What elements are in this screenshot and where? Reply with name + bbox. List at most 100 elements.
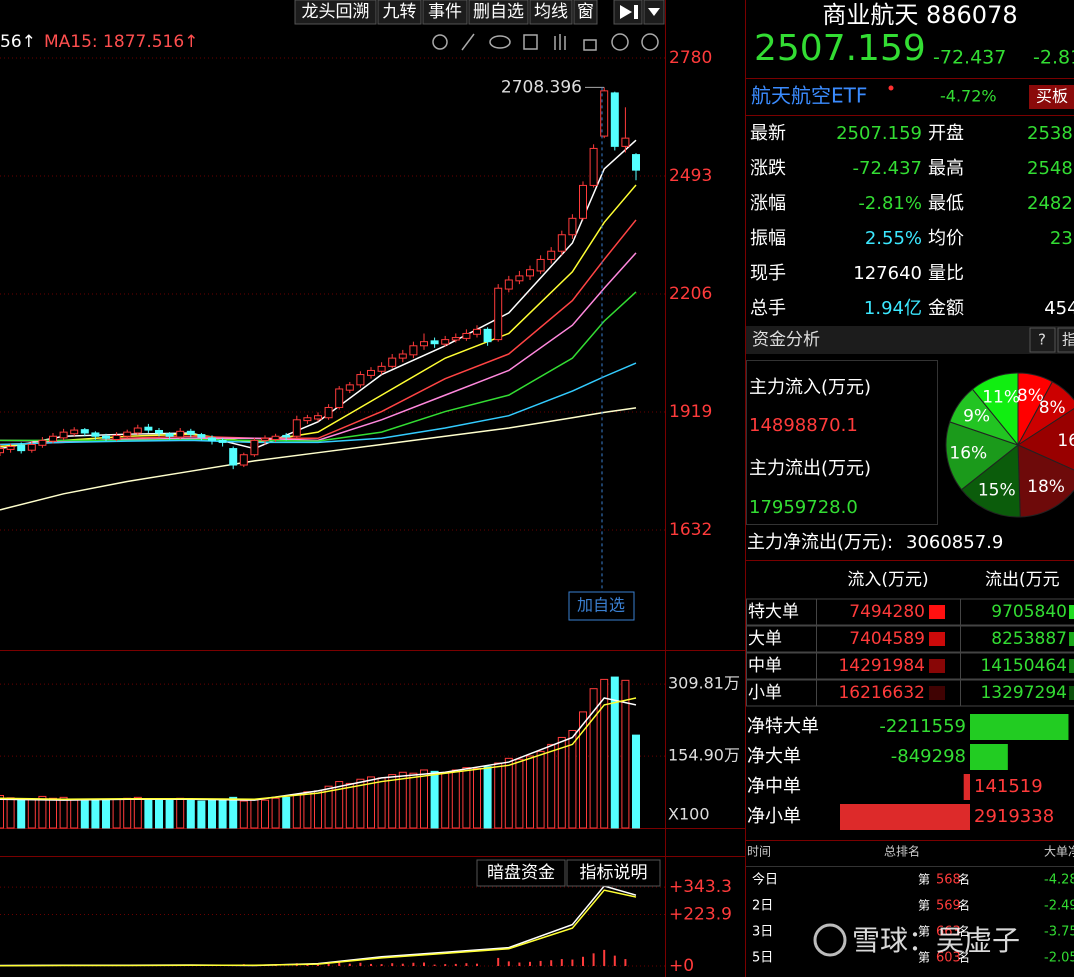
toolbar-label[interactable]: 均线 — [534, 2, 568, 22]
candle-body — [526, 269, 534, 277]
toolbar-button[interactable] — [573, 0, 598, 25]
volume-bar — [271, 797, 280, 829]
volume-bar — [70, 799, 79, 829]
candle-body — [367, 369, 375, 376]
toolbar-button[interactable] — [468, 0, 529, 25]
volume-bar — [38, 795, 47, 829]
volume-bar — [0, 794, 4, 829]
quote-label: 现手 — [750, 263, 786, 284]
change-pct: -2.81 — [1033, 47, 1074, 69]
rank-pct: -2.05 — [1044, 951, 1074, 966]
etf-dot — [888, 85, 894, 91]
volume-bar — [6, 797, 15, 829]
net-bar — [970, 744, 1008, 770]
cell-border — [960, 652, 1074, 680]
pie-label: 8% — [1017, 386, 1044, 406]
order-in: 7404589 — [849, 629, 925, 649]
volume-bar — [155, 798, 163, 829]
indicator-tick-label: +343.3 — [669, 877, 732, 897]
volume-bar — [356, 778, 365, 829]
candle-body — [632, 154, 640, 171]
pie-slice — [960, 443, 1021, 518]
candle-body — [557, 234, 566, 252]
help-button[interactable] — [1029, 327, 1056, 353]
icon[interactable] — [554, 34, 566, 50]
rank-prefix: 第 — [918, 951, 930, 965]
indicator-button[interactable] — [476, 859, 566, 887]
quote-value: 2.55% — [865, 228, 922, 249]
orders-header: 流入(万元) — [847, 570, 928, 590]
indicator-button-label[interactable]: 暗盘资金 — [487, 863, 555, 883]
toolbar-button[interactable] — [422, 0, 468, 25]
more-button[interactable] — [1057, 327, 1074, 353]
icon[interactable] — [489, 35, 511, 49]
icon[interactable] — [461, 33, 475, 51]
icon[interactable] — [432, 34, 448, 50]
icon[interactable] — [583, 39, 597, 51]
indicator-tick-label: +0 — [669, 956, 694, 976]
toolbar-button[interactable] — [377, 0, 422, 25]
icon[interactable] — [641, 33, 659, 51]
volume-tick-label: 309.81万 — [668, 674, 740, 693]
candle-body — [6, 446, 15, 450]
volume-ma-line — [0, 697, 637, 800]
cell-border — [960, 598, 1074, 626]
pie-label: 11% — [982, 388, 1020, 408]
cell-border — [960, 679, 1074, 707]
indicator-button[interactable] — [566, 859, 661, 887]
buy-button-label[interactable]: 买板 — [1036, 87, 1068, 106]
quote-value: 2507.159 — [836, 123, 922, 144]
net-value: -849298 — [891, 746, 966, 767]
etf-link[interactable]: 航天航空ETF — [751, 84, 867, 108]
add-watch-button[interactable] — [568, 591, 635, 621]
indicator-bar — [518, 962, 521, 966]
indicator-bar — [317, 964, 319, 966]
indicator-bar — [624, 959, 627, 966]
icon[interactable] — [611, 33, 629, 51]
candle-body — [345, 384, 354, 391]
candle-body — [229, 448, 238, 466]
pie-slice — [1017, 381, 1074, 446]
candle-body — [335, 388, 344, 408]
candle-body — [292, 419, 301, 437]
quote-label: 开盘 — [928, 123, 964, 144]
toolbar-icon[interactable] — [620, 5, 638, 19]
toolbar-label[interactable]: 删自选 — [473, 2, 524, 22]
candle-body — [473, 328, 481, 335]
buy-button[interactable] — [1029, 85, 1074, 109]
toolbar-icon[interactable] — [648, 8, 660, 16]
indicator-bar — [571, 959, 574, 966]
candle-body — [165, 433, 174, 437]
fund-header — [746, 326, 1074, 354]
more-label[interactable]: 指 — [1062, 331, 1074, 349]
toolbar-label[interactable]: 窗 — [577, 2, 594, 22]
volume-bar — [568, 729, 577, 829]
toolbar-button[interactable] — [294, 0, 377, 25]
volume-bar — [430, 770, 439, 829]
quote-value: -2.81% — [858, 193, 922, 214]
volume-bar — [600, 678, 609, 829]
quote-value: 23.4 — [1050, 228, 1074, 249]
indicator-bar — [476, 963, 478, 966]
toolbar-label[interactable]: 事件 — [428, 2, 462, 22]
toolbar-button[interactable] — [529, 0, 573, 25]
volume-bar — [49, 797, 57, 829]
indicator-bar — [550, 960, 553, 966]
indicator-button-label[interactable]: 指标说明 — [580, 863, 648, 883]
order-in: 16216632 — [838, 683, 925, 703]
add-watch-label[interactable]: 加自选 — [577, 596, 625, 615]
toolbar-label[interactable]: 龙头回溯 — [302, 2, 370, 22]
volume-bar — [165, 799, 174, 829]
help-label[interactable]: ? — [1038, 331, 1046, 349]
candle-body — [536, 258, 545, 272]
rank-header: 大单净 — [1044, 845, 1074, 859]
volume-bar — [335, 781, 344, 829]
candle-body — [547, 250, 556, 260]
pie-slice — [1016, 408, 1074, 471]
candle-body — [250, 439, 259, 456]
icon[interactable] — [523, 34, 538, 50]
quote-label: 最高 — [928, 158, 964, 179]
toolbar-label[interactable]: 九转 — [383, 2, 417, 22]
candle-body — [197, 434, 206, 438]
